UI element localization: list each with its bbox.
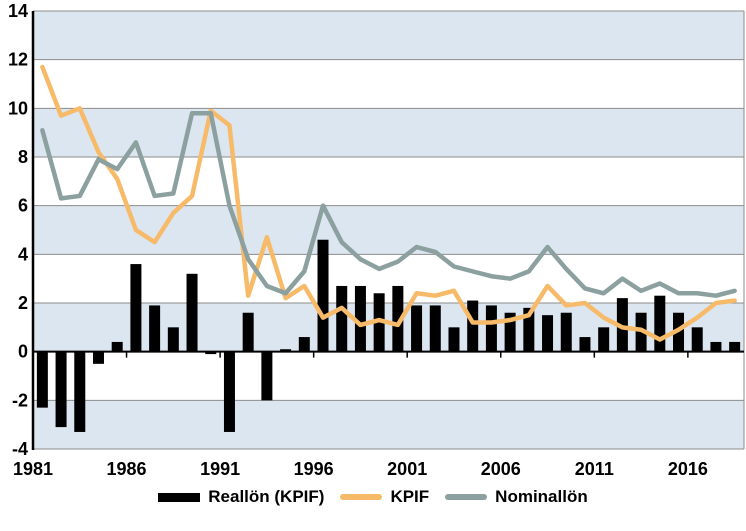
bar-1986 xyxy=(130,264,142,352)
bar-2008 xyxy=(542,315,554,352)
bar-2000 xyxy=(392,285,404,352)
y-axis-label-10: 10 xyxy=(8,98,28,118)
bar-2018 xyxy=(729,341,741,352)
bar-1995 xyxy=(298,337,310,352)
y-axis-label-0: 0 xyxy=(18,342,28,362)
x-axis-label-2006: 2006 xyxy=(481,459,521,479)
legend-label-nominallon: Nominallön xyxy=(495,487,588,506)
y-axis-label-8: 8 xyxy=(18,147,28,167)
bar-1983 xyxy=(74,351,86,432)
legend-item-nominallon: Nominallön xyxy=(445,487,588,507)
kpif-line xyxy=(40,64,737,342)
bar-2002 xyxy=(429,305,441,352)
bar-1987 xyxy=(149,305,161,352)
y-axis-label-2: 2 xyxy=(18,293,28,313)
legend-label-reallon: Reallön (KPIF) xyxy=(208,487,325,506)
bar-2001 xyxy=(411,305,423,352)
bar-1992 xyxy=(242,312,254,352)
bar-2010 xyxy=(579,337,591,352)
x-axis-label-2016: 2016 xyxy=(668,459,708,479)
kpif-swatch xyxy=(340,494,383,500)
bar-1988 xyxy=(167,327,179,352)
nominallon-line xyxy=(40,110,737,298)
y-axis-label--4: -4 xyxy=(12,439,28,459)
bar-2005 xyxy=(485,305,497,352)
bar-2014 xyxy=(654,295,666,352)
plot-band xyxy=(33,11,744,60)
x-axis-label-1996: 1996 xyxy=(294,459,334,479)
bar-2004 xyxy=(467,300,479,352)
plot-band xyxy=(33,400,744,449)
x-axis-label-1986: 1986 xyxy=(107,459,147,479)
chart-legend: Reallön (KPIF) KPIF Nominallön xyxy=(0,487,746,507)
x-axis-label-2001: 2001 xyxy=(387,459,427,479)
bar-1999 xyxy=(373,293,385,352)
bar-1989 xyxy=(186,273,198,352)
bar-2009 xyxy=(560,312,572,352)
bar-2011 xyxy=(598,327,610,352)
y-axis-label-4: 4 xyxy=(18,244,28,264)
y-axis-label-14: 14 xyxy=(8,1,28,21)
plot-band xyxy=(33,205,744,255)
y-axis-label-12: 12 xyxy=(8,50,28,70)
x-axis-label-1981: 1981 xyxy=(13,459,53,479)
bar-1985 xyxy=(111,341,123,352)
legend-label-kpif: KPIF xyxy=(390,487,430,506)
bar-1982 xyxy=(55,351,67,428)
bar-1984 xyxy=(92,351,104,364)
x-axis-label-1991: 1991 xyxy=(200,459,240,479)
bar-2017 xyxy=(710,341,722,352)
bar-1993 xyxy=(261,351,273,401)
bar-1990 xyxy=(205,351,217,355)
bar-1981 xyxy=(36,351,48,408)
bar-1991 xyxy=(223,351,235,432)
y-axis-label-6: 6 xyxy=(18,196,28,216)
nominallon-swatch xyxy=(445,494,488,500)
bar-1997 xyxy=(336,285,348,352)
plot-band xyxy=(33,108,744,157)
bar-1998 xyxy=(354,285,366,352)
bar-1994 xyxy=(280,349,292,352)
x-axis-label-2011: 2011 xyxy=(575,459,614,479)
legend-item-reallon: Reallön (KPIF) xyxy=(158,487,324,507)
y-axis-label--2: -2 xyxy=(12,390,28,410)
bar-2007 xyxy=(523,307,535,352)
bar-2006 xyxy=(504,312,516,352)
legend-item-kpif: KPIF xyxy=(340,487,429,507)
reallon-swatch xyxy=(158,492,201,502)
bar-2003 xyxy=(448,327,460,352)
bar-2016 xyxy=(691,327,703,352)
bar-1996 xyxy=(317,239,329,352)
